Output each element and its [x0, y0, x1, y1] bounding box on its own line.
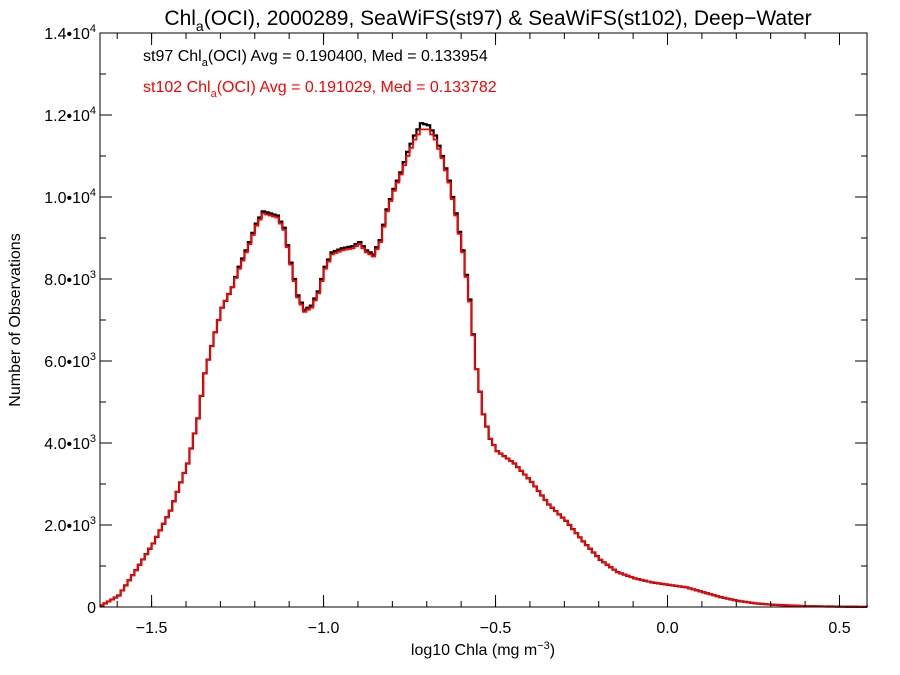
- legend-entry-st102-prefix: st102 Chl: [143, 79, 211, 96]
- x-tick-label: −1.0: [308, 620, 340, 637]
- chart-title-subscript: a: [196, 18, 204, 34]
- legend-entry-st102-subscript: a: [211, 88, 218, 100]
- y-tick-label: 4.0•103: [44, 433, 96, 453]
- y-tick-label: 1.2•104: [44, 105, 96, 125]
- x-axis-label-superscript: −3: [537, 640, 550, 652]
- legend: st97 Chla(OCI) Avg = 0.190400, Med = 0.1…: [143, 48, 497, 100]
- series-group: [100, 122, 869, 608]
- x-axis-label-main: log10 Chla (mg m: [411, 642, 537, 659]
- x-tick-label: −1.5: [136, 620, 168, 637]
- plot-frame: [99, 32, 868, 608]
- y-ticks: 0 2.0•103 4.0•103 6.0•103 8.0•103 1.0•104 1.2•…: [44, 23, 867, 617]
- legend-entry-st97-subscript: a: [202, 57, 209, 69]
- x-tick-label: 0.5: [828, 620, 850, 637]
- x-tick-label: −0.5: [480, 620, 512, 637]
- legend-entry-st102: st102 Chla(OCI) Avg = 0.191029, Med = 0.…: [143, 79, 497, 100]
- x-axis-label-close: ): [550, 642, 555, 659]
- y-tick-label: 8.0•103: [44, 269, 96, 289]
- legend-entry-st97-prefix: st97 Chl: [143, 48, 202, 65]
- y-axis-label: Number of Observations: [7, 233, 24, 406]
- chart-title: Chla(OCI), 2000289, SeaWiFS(st97) & SeaW…: [164, 7, 811, 34]
- x-ticks: −1.5 −1.0 −0.5 0.0 0.5: [116, 33, 851, 637]
- chart-title-rest: (OCI), 2000289, SeaWiFS(st97) & SeaWiFS(…: [204, 7, 812, 30]
- y-tick-label: 2.0•103: [44, 515, 96, 535]
- x-tick-label: 0.0: [656, 620, 678, 637]
- legend-entry-st102-suffix: (OCI) Avg = 0.191029, Med = 0.133782: [217, 79, 497, 96]
- x-axis-label: log10 Chla (mg m−3): [411, 640, 555, 659]
- chart-title-main: Chl: [164, 7, 196, 30]
- legend-entry-st97: st97 Chla(OCI) Avg = 0.190400, Med = 0.1…: [143, 48, 488, 69]
- y-tick-label: 1.4•104: [44, 23, 96, 43]
- y-tick-label: 6.0•103: [44, 351, 96, 371]
- y-tick-label: 1.0•104: [44, 187, 96, 207]
- legend-entry-st97-suffix: (OCI) Avg = 0.190400, Med = 0.133954: [208, 48, 488, 65]
- y-tick-label: 0: [87, 600, 96, 617]
- series-line-st97: [100, 122, 869, 608]
- series-line-st102: [100, 128, 868, 608]
